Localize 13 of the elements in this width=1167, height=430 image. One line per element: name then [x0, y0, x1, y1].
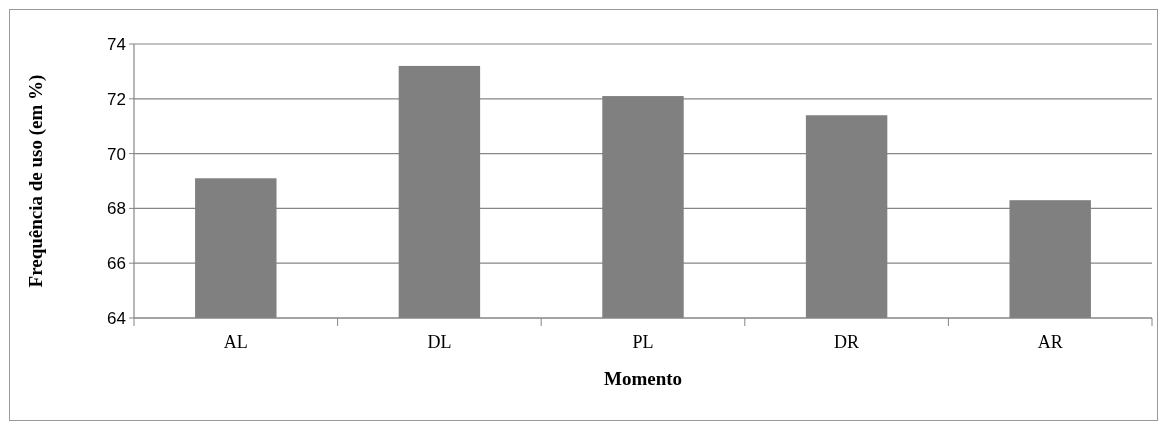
x-axis-title: Momento: [603, 368, 683, 389]
y-tick-label: 66: [107, 254, 126, 274]
x-tick-label: DL: [427, 332, 452, 352]
x-tick-label: DR: [834, 332, 860, 352]
y-axis-title: Frequência de uso (em %): [25, 74, 47, 288]
y-tick-label: 70: [107, 144, 126, 164]
x-tick-label: AR: [1037, 332, 1063, 352]
y-tick-label: 72: [107, 89, 126, 109]
y-tick-label: 74: [107, 34, 126, 54]
x-tick-label: AL: [223, 332, 248, 352]
x-tick-label: PL: [632, 332, 654, 352]
y-tick-label: 68: [107, 199, 126, 219]
y-tick-label: 64: [107, 308, 126, 328]
